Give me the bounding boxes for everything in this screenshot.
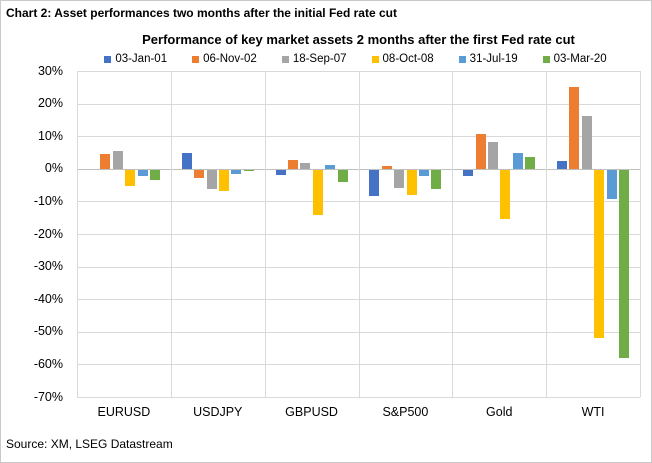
x-gridline [640,71,641,397]
bar-03-Jan-01-GBPUSD [275,169,286,175]
y-axis-tick-label: -20% [33,226,63,241]
y-axis-tick-label: -10% [33,193,63,208]
legend-item-03-Mar-20: 03-Mar-20 [542,53,607,65]
bar-03-Mar-20-GBPUSD [337,169,348,182]
legend-swatch-icon [281,55,289,63]
bar-18-Sep-07-Gold [488,142,499,169]
x-axis-category-label: WTI [581,405,605,419]
y-axis-tick-label: -70% [33,389,63,404]
legend: 03-Jan-01 06-Nov-02 18-Sep-07 08-Oct-08 31-J… [71,53,640,65]
x-axis-category-label: EURUSD [97,405,151,419]
bar-31-Jul-19-Gold [512,153,523,169]
legend-label: 03-Jan-01 [115,53,168,65]
bar-03-Mar-20-Gold [525,157,536,169]
legend-label: 18-Sep-07 [292,53,347,65]
bar-18-Sep-07-S&P500 [394,169,405,189]
chart-title: Performance of key market assets 2 month… [142,32,575,47]
source-note: Source: XM, LSEG Datastream [6,437,173,451]
legend-swatch-icon [371,55,379,63]
bar-18-Sep-07-USDJPY [206,169,217,190]
bar-08-Oct-08-USDJPY [218,169,229,191]
bar-03-Jan-01-USDJPY [181,152,192,169]
legend-item-08-Oct-08: 08-Oct-08 [371,53,434,65]
bar-31-Jul-19-S&P500 [419,169,430,177]
bar-03-Mar-20-USDJPY [243,169,254,172]
legend-swatch-icon [192,55,200,63]
legend-item-18-Sep-07: 18-Sep-07 [281,53,347,65]
bar-03-Mar-20-WTI [619,169,630,359]
bar-06-Nov-02-S&P500 [381,165,392,169]
bar-08-Oct-08-S&P500 [406,169,417,195]
y-axis-tick-label: -60% [33,356,63,371]
bar-06-Nov-02-WTI [569,87,580,169]
x-gridline [170,71,172,397]
legend-swatch-icon [458,55,466,63]
bar-08-Oct-08-GBPUSD [312,169,323,216]
x-gridline [452,71,454,397]
y-axis-tick-label: 30% [37,63,63,78]
bar-06-Nov-02-GBPUSD [287,159,298,169]
x-gridline [264,71,266,397]
y-axis-tick-label: 20% [37,96,63,111]
bar-18-Sep-07-GBPUSD [300,163,311,169]
legend-label: 31-Jul-19 [469,53,518,65]
legend-label: 08-Oct-08 [382,53,434,65]
legend-label: 06-Nov-02 [203,53,257,65]
bar-06-Nov-02-EURUSD [100,153,111,169]
bar-03-Mar-20-EURUSD [149,169,160,180]
bar-03-Jan-01-WTI [557,161,568,169]
legend-item-03-Jan-01: 03-Jan-01 [104,53,167,65]
bar-18-Sep-07-EURUSD [112,150,123,169]
legend-swatch-icon [542,55,550,63]
y-gridline [77,397,640,398]
y-axis-tick-label: 10% [37,128,63,143]
bar-31-Jul-19-USDJPY [231,169,242,175]
y-axis-tick-label: 0% [44,161,63,176]
x-axis-category-label: USDJPY [193,405,243,419]
x-gridline [358,71,360,397]
legend-item-06-Nov-02: 06-Nov-02 [192,53,257,65]
x-axis-category-label: S&P500 [382,405,429,419]
y-axis-tick-label: -50% [33,324,63,339]
x-gridline [546,71,548,397]
bar-31-Jul-19-GBPUSD [325,164,336,169]
legend-item-31-Jul-19: 31-Jul-19 [458,53,518,65]
x-axis-category-label: GBPUSD [285,405,338,419]
legend-label: 03-Mar-20 [553,53,607,65]
x-gridline [77,71,78,397]
bar-08-Oct-08-EURUSD [125,169,136,187]
bar-03-Jan-01-S&P500 [369,169,380,196]
bar-06-Nov-02-Gold [475,134,486,169]
bar-08-Oct-08-Gold [500,169,511,220]
figure-caption: Chart 2: Asset performances two months a… [6,6,397,20]
bar-31-Jul-19-EURUSD [137,169,148,176]
bar-31-Jul-19-WTI [606,169,617,200]
bar-06-Nov-02-USDJPY [194,169,205,178]
y-axis-tick-label: -30% [33,259,63,274]
bar-03-Mar-20-S&P500 [431,169,442,190]
bar-18-Sep-07-WTI [581,115,592,169]
legend-swatch-icon [104,55,112,63]
bar-03-Jan-01-Gold [463,169,474,177]
x-axis-category-label: Gold [486,405,513,419]
bar-08-Oct-08-WTI [594,169,605,339]
y-axis-tick-label: -40% [33,291,63,306]
